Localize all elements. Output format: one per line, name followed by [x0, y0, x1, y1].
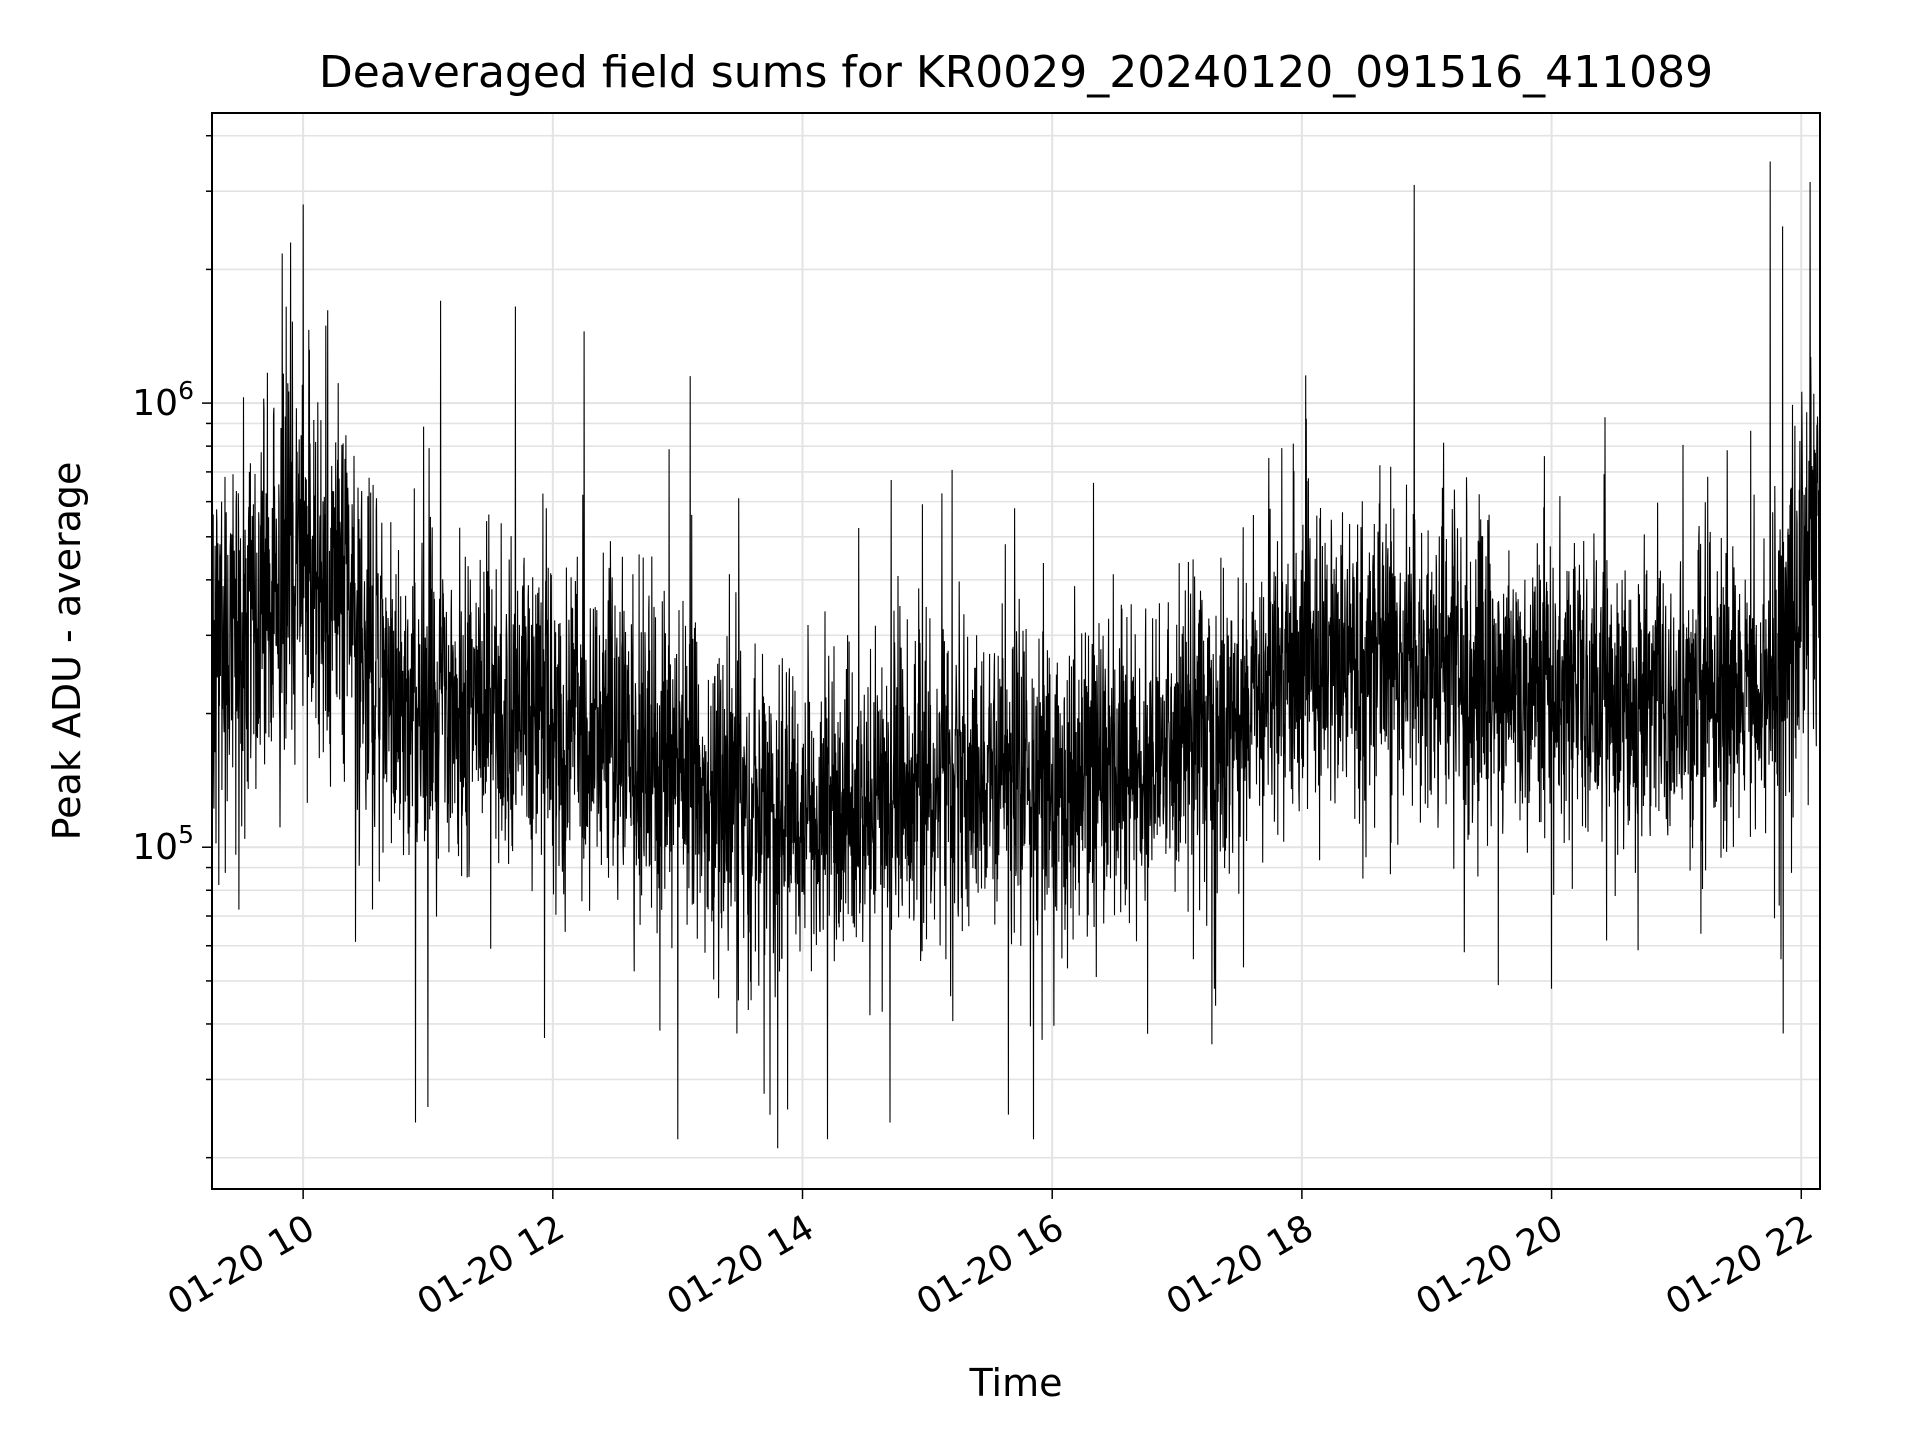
- plot-frame: [211, 112, 1821, 1190]
- x-axis-label: Time: [969, 1361, 1063, 1405]
- y-axis-label: Peak ADU - average: [45, 462, 89, 841]
- series-line: [211, 161, 1821, 1149]
- y-axis: 105 106: [132, 134, 212, 1159]
- y-tick-label: 105: [132, 820, 194, 868]
- series-path: [211, 161, 1821, 1149]
- y-tick-label: 106: [132, 376, 194, 424]
- chart-title: Deaveraged field sums for KR0029_2024012…: [319, 47, 1713, 98]
